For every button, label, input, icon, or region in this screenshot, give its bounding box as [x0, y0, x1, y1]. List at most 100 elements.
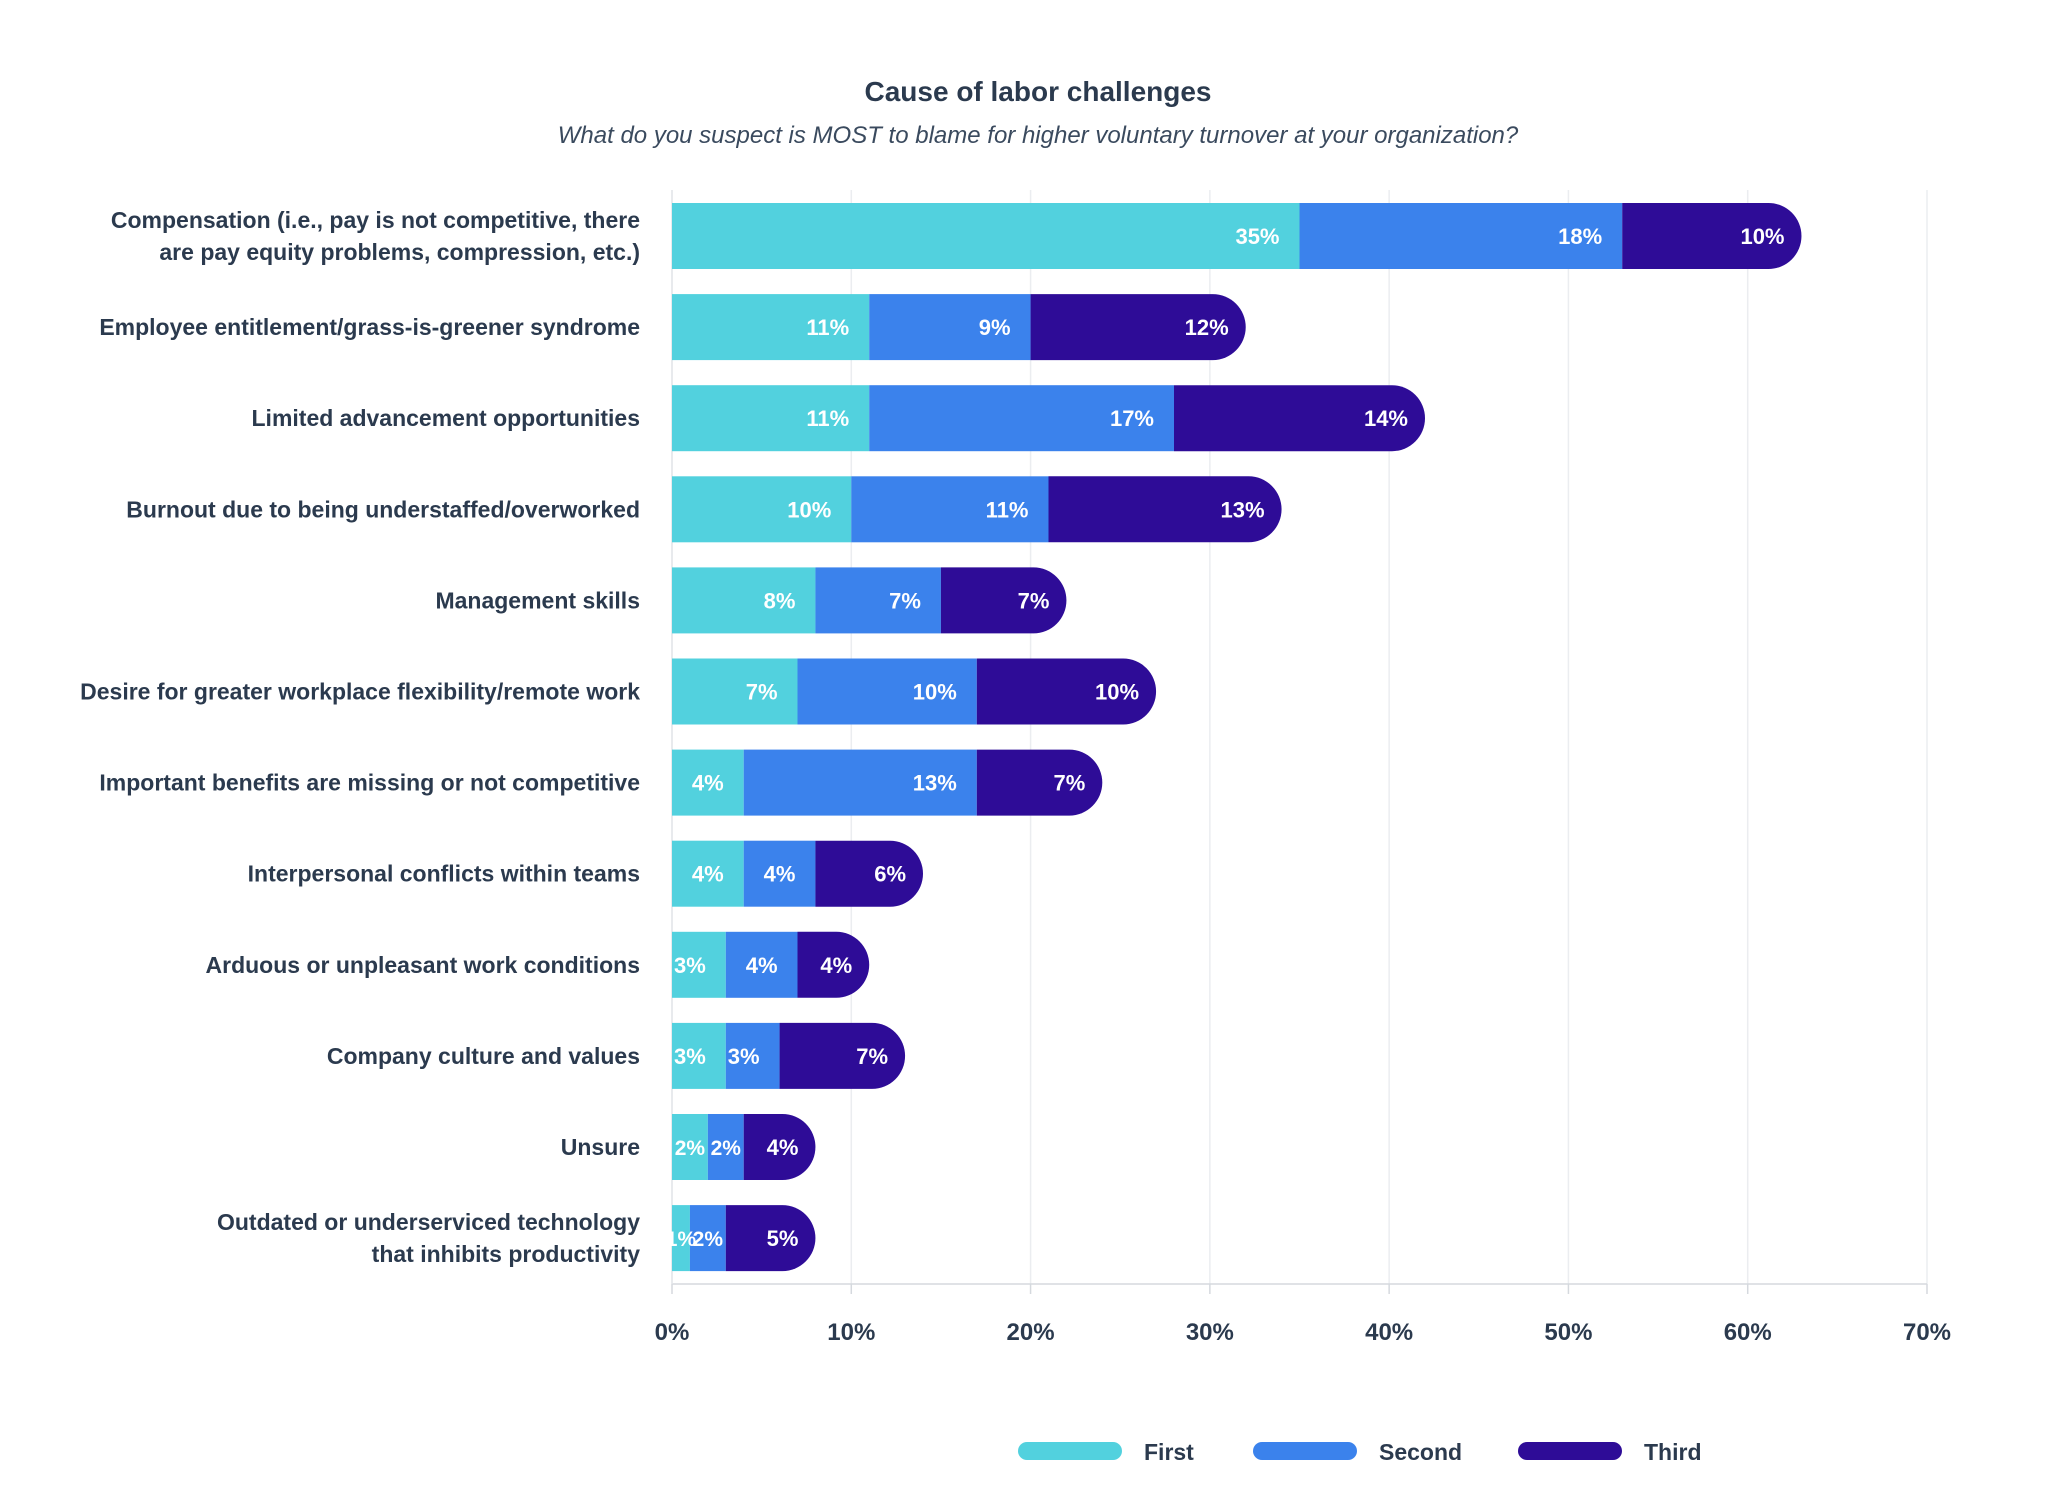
bar-third-8 [797, 931, 870, 998]
bar-third-1 [1030, 294, 1246, 361]
bar-value-label: 11% [986, 497, 1029, 522]
bar-first-2 [672, 385, 870, 452]
bar-value-label: 4% [692, 862, 724, 887]
x-tick-label: 0% [655, 1319, 690, 1346]
bar-value-label: 7% [889, 588, 921, 613]
bar-value-label: 4% [746, 953, 778, 978]
bar-second-2 [869, 385, 1174, 452]
bar-second-3 [851, 476, 1049, 543]
bar-second-7 [743, 840, 816, 907]
chart-title: Cause of labor challenges [865, 76, 1212, 107]
bar-third-6 [976, 749, 1103, 816]
bar-first-4 [672, 567, 816, 634]
legend-swatch-first [1018, 1442, 1122, 1460]
bar-value-label: 1% [666, 1228, 697, 1251]
bar-second-10 [707, 1114, 744, 1180]
bar-value-label: 5% [767, 1226, 799, 1251]
bar-value-label: 7% [1053, 771, 1085, 796]
bar-value-label: 9% [979, 315, 1011, 340]
bar-value-label: 4% [692, 771, 724, 796]
bar-value-label: 3% [674, 1044, 706, 1069]
bar-first-3 [672, 476, 852, 543]
bar-second-5 [797, 658, 977, 725]
legend-swatch-second [1253, 1442, 1357, 1460]
legend-label-first: First [1144, 1439, 1194, 1465]
bar-value-label: 3% [674, 953, 706, 978]
category-label: Employee entitlement/grass-is-greener sy… [99, 314, 640, 340]
bar-second-0 [1299, 203, 1623, 269]
legend: First Second Third [1018, 1439, 1702, 1465]
legend-swatch-third [1518, 1442, 1622, 1460]
bar-value-label: 35% [1235, 224, 1279, 249]
bar-third-2 [1174, 385, 1425, 452]
category-label: Interpersonal conflicts within teams [248, 861, 640, 887]
bar-second-9 [725, 1022, 780, 1089]
x-tick-label: 50% [1544, 1319, 1592, 1346]
bar-value-label: 4% [820, 953, 852, 978]
bar-value-label: 10% [787, 497, 831, 522]
bar-first-8 [672, 931, 726, 998]
x-tick-label: 20% [1007, 1319, 1055, 1346]
bars [672, 203, 1802, 1272]
bar-third-7 [815, 840, 924, 907]
grid-layer [671, 190, 1928, 1294]
bar-third-3 [1048, 476, 1282, 543]
bar-first-5 [672, 658, 798, 725]
category-label: Desire for greater workplace flexibility… [80, 679, 640, 705]
bar-third-0 [1622, 203, 1802, 269]
x-tick-label: 60% [1724, 1319, 1772, 1346]
bar-second-6 [743, 749, 977, 816]
bar-value-label: 4% [764, 862, 796, 887]
bar-first-10 [672, 1114, 708, 1180]
x-tick-label: 10% [827, 1319, 875, 1346]
bar-third-5 [976, 658, 1157, 725]
bar-value-label: 2% [693, 1228, 724, 1251]
x-tick-label: 40% [1365, 1319, 1413, 1346]
bar-value-label: 11% [806, 406, 849, 431]
legend-label-second: Second [1379, 1439, 1462, 1465]
bar-value-label: 7% [856, 1044, 888, 1069]
bar-value-label: 17% [1110, 406, 1154, 431]
category-label: Outdated or underserviced technology [217, 1209, 640, 1235]
category-label: Limited advancement opportunities [252, 405, 641, 431]
category-label: Compensation (i.e., pay is not competiti… [111, 207, 640, 233]
bar-first-7 [672, 840, 744, 907]
category-label: Unsure [561, 1134, 640, 1160]
bar-second-4 [815, 567, 941, 634]
bar-value-label: 13% [913, 771, 957, 796]
legend-label-third: Third [1644, 1439, 1702, 1465]
bar-first-0 [672, 203, 1300, 269]
bar-value-label: 11% [806, 315, 849, 340]
category-label: Arduous or unpleasant work conditions [206, 952, 640, 978]
bar-value-label: 8% [764, 588, 796, 613]
bar-first-9 [672, 1022, 726, 1089]
bar-labels: 35% 18% 10% 11% 9% 12% 11% 17% 14% 10% 11% 13% 8% 7% 7… [666, 224, 1785, 1251]
bar-value-label: 7% [1018, 588, 1050, 613]
category-label: Company culture and values [327, 1043, 640, 1069]
category-labels: Compensation (i.e., pay is not competiti… [80, 207, 640, 1267]
bar-value-label: 18% [1558, 224, 1602, 249]
bar-value-label: 14% [1364, 406, 1408, 431]
bar-third-11 [725, 1205, 816, 1272]
category-label: Management skills [435, 587, 640, 613]
bar-second-8 [725, 931, 798, 998]
category-label: Burnout due to being understaffed/overwo… [126, 496, 640, 522]
bar-first-6 [672, 749, 744, 816]
x-tick-label: 30% [1186, 1319, 1234, 1346]
x-tick-label: 70% [1903, 1319, 1951, 1346]
bar-value-label: 10% [1740, 224, 1784, 249]
bar-second-11 [689, 1205, 726, 1272]
bar-first-11 [672, 1205, 690, 1272]
bar-value-label: 10% [1095, 680, 1139, 705]
category-label: are pay equity problems, compression, et… [159, 239, 640, 265]
bar-value-label: 10% [913, 680, 957, 705]
bar-second-1 [869, 294, 1031, 361]
bar-third-10 [743, 1114, 816, 1180]
bar-third-9 [779, 1022, 906, 1089]
x-axis-ticks: 0% 10% 20% 30% 40% 50% 60% 70% [655, 1319, 1951, 1346]
bar-value-label: 6% [874, 862, 906, 887]
bar-value-label: 13% [1221, 497, 1265, 522]
bar-value-label: 2% [675, 1137, 706, 1160]
bar-value-label: 2% [711, 1137, 742, 1160]
